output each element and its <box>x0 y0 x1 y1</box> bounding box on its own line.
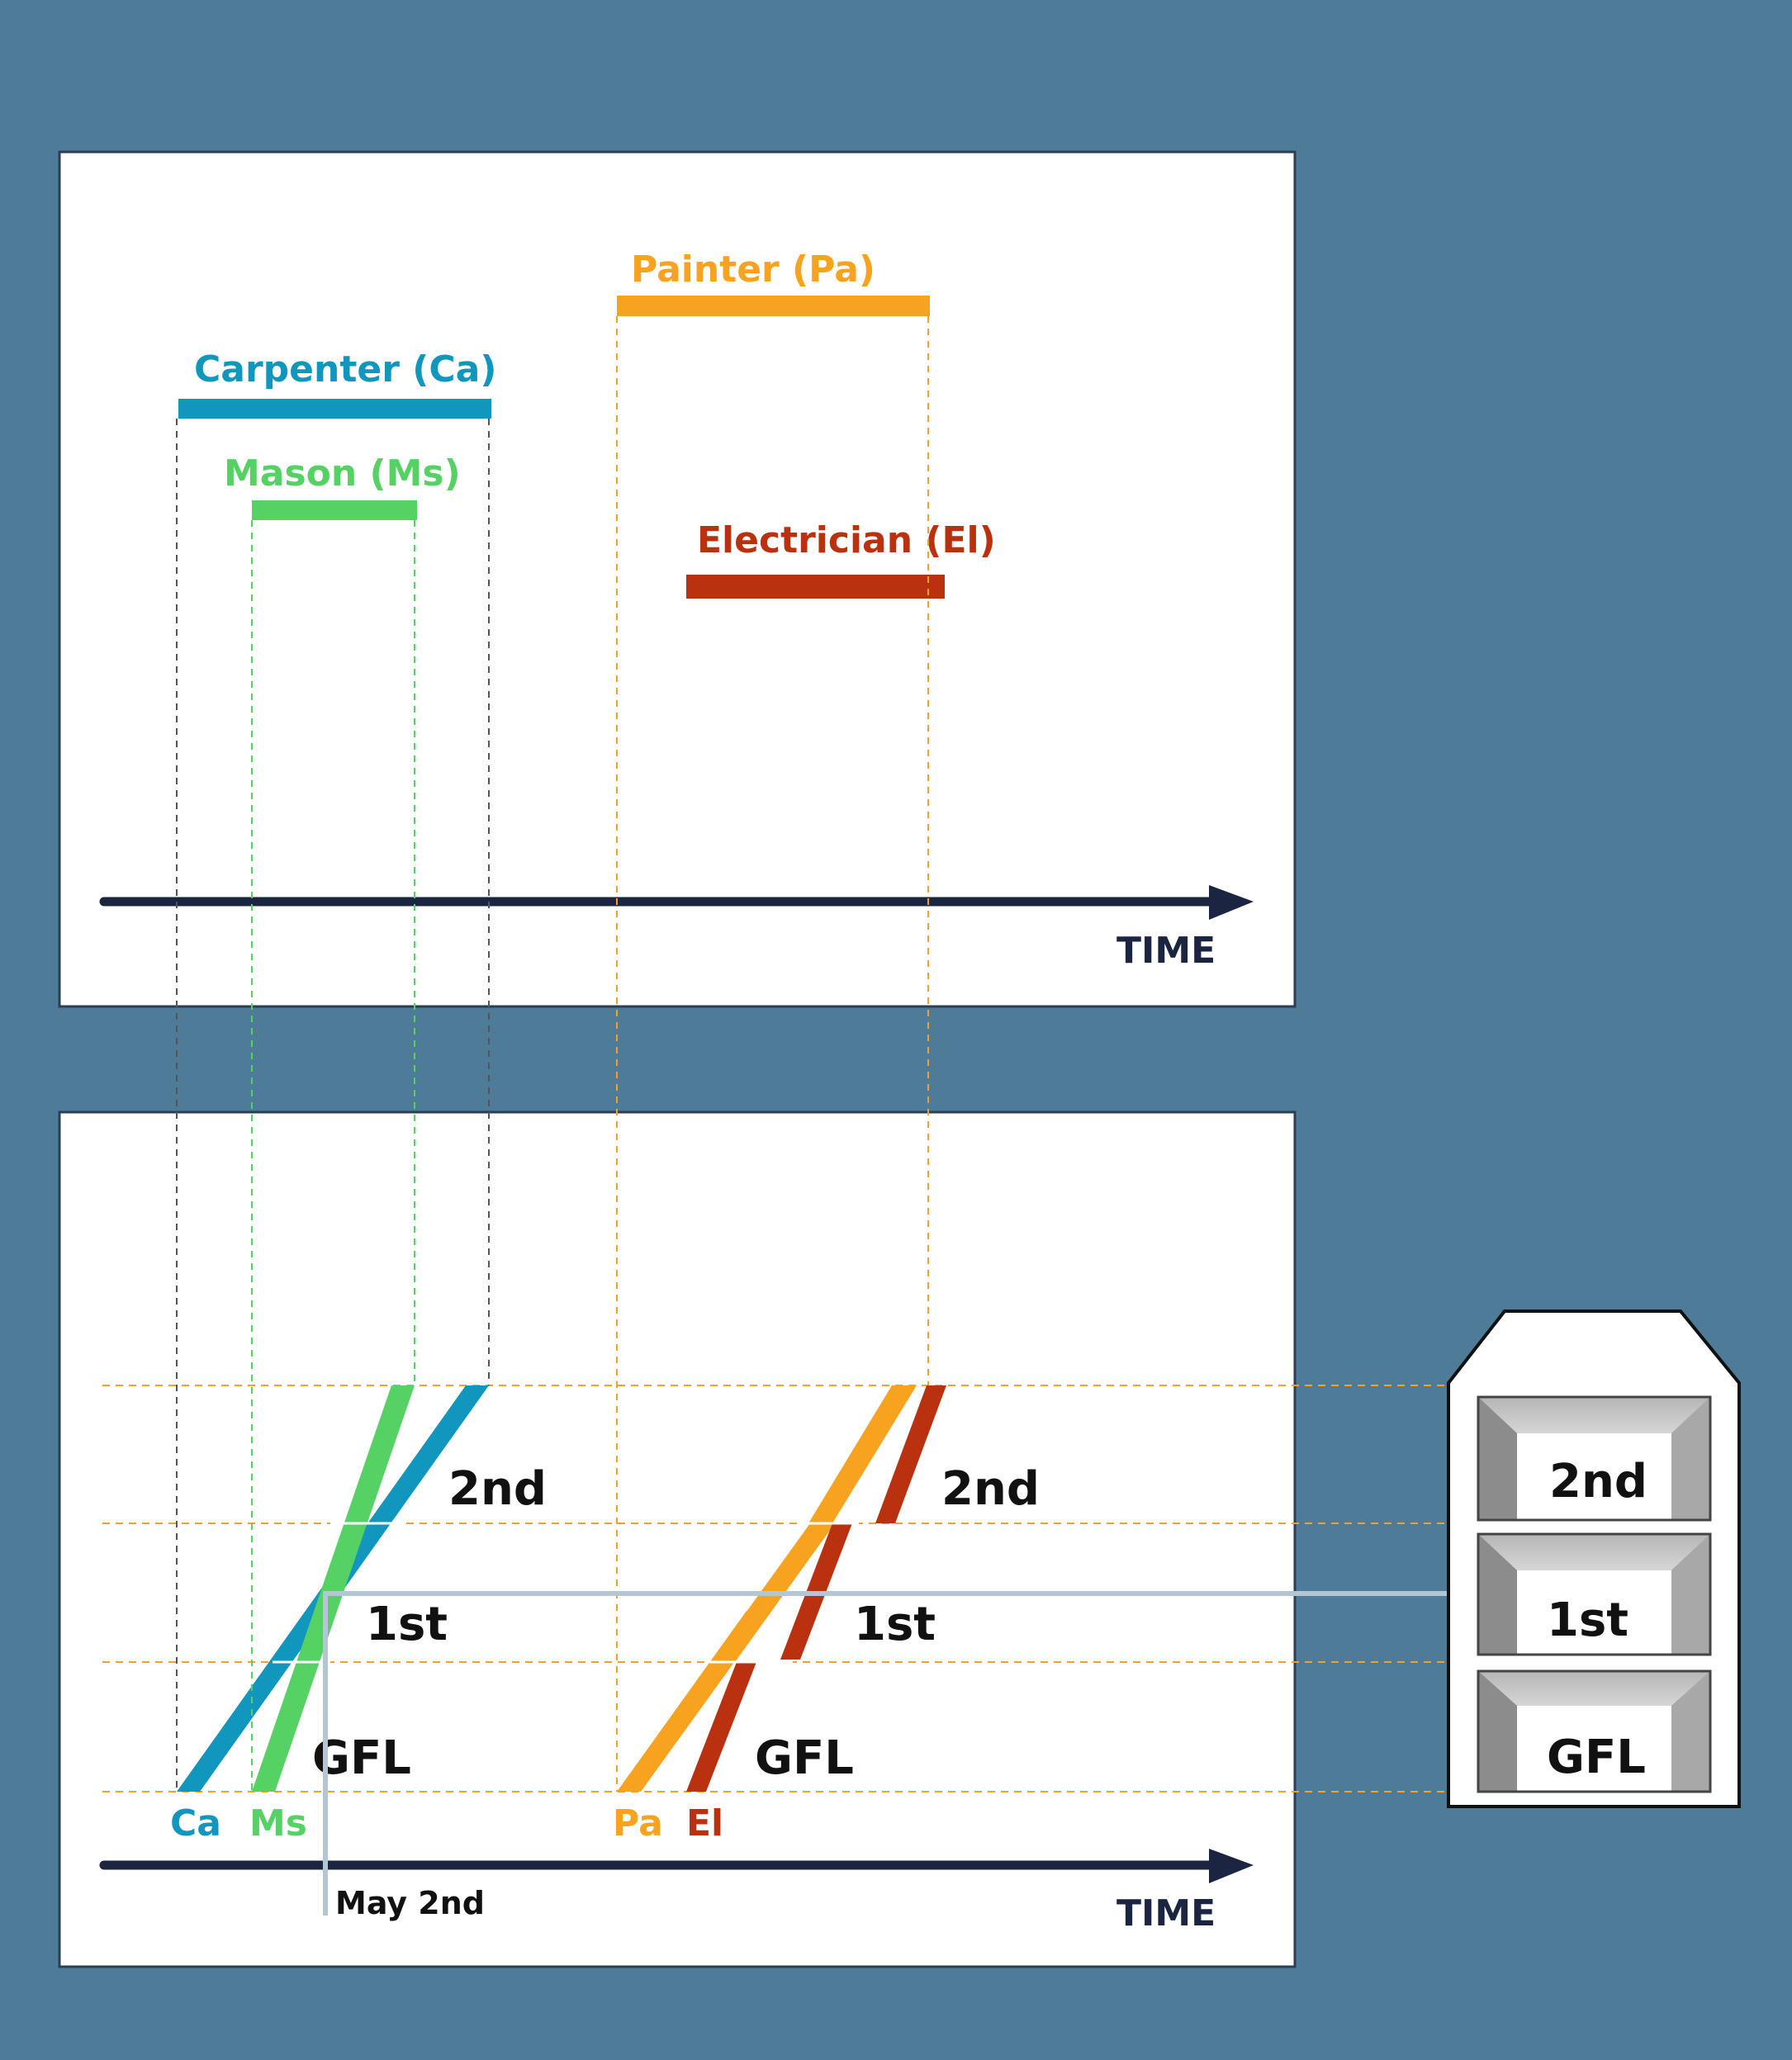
carpenter-abbrev: Ca <box>170 1802 221 1845</box>
gantt-panel: Carpenter (Ca) Mason (Ms) Painter (Pa) E… <box>58 150 1297 1008</box>
gantt-axis-arrowhead <box>1209 885 1254 920</box>
lob-axis-arrowhead <box>1209 1849 1254 1883</box>
painter-segment-2nd <box>808 1385 917 1523</box>
painter-label: Painter (Pa) <box>631 249 875 291</box>
building-icon: 2nd 1st GFL <box>1447 1309 1741 1808</box>
floor-boundary-gaps <box>273 1522 859 1664</box>
electrician-label: Electrician (El) <box>697 519 996 561</box>
mason-bar <box>252 500 417 520</box>
building-floor-label-1st: 1st <box>1547 1594 1628 1647</box>
lob-panel-frame <box>58 1111 1297 1968</box>
floor-label-2nd-left: 2nd <box>448 1462 547 1516</box>
floor-label-2nd-right: 2nd <box>941 1462 1040 1516</box>
electrician-bar <box>686 575 945 599</box>
painter-bar <box>617 296 930 316</box>
mason-label: Mason (Ms) <box>224 452 461 495</box>
floor-label-gfl-left: GFL <box>312 1731 411 1785</box>
building-floor-2nd: 2nd <box>1477 1395 1712 1522</box>
building-floor-gfl: GFL <box>1477 1669 1712 1793</box>
lob-axis-label: TIME <box>1116 1892 1216 1935</box>
painter-abbrev: Pa <box>613 1802 663 1845</box>
date-marker-label: May 2nd <box>335 1885 485 1921</box>
projection-guides <box>176 316 929 1792</box>
date-marker: May 2nd <box>323 1591 1544 1921</box>
line-of-balance-panel: GFL 1st 2nd GFL 1st 2nd Ca Ms Pa El TIME <box>58 1111 1449 1968</box>
electrician-abbrev: El <box>686 1802 723 1845</box>
gantt-panel-frame <box>58 150 1297 1008</box>
floor-label-gfl-right: GFL <box>755 1731 854 1785</box>
carpenter-bar <box>178 399 491 419</box>
floor-label-1st-right: 1st <box>854 1598 936 1651</box>
electrician-segment-2nd <box>875 1385 946 1523</box>
floor-label-1st-left: 1st <box>366 1598 448 1651</box>
electrician-segment-gfl <box>686 1662 756 1792</box>
building-floor-label-gfl: GFL <box>1547 1731 1646 1784</box>
mason-abbrev: Ms <box>249 1802 307 1845</box>
mason-line <box>252 1385 415 1792</box>
building-floor-label-2nd: 2nd <box>1549 1455 1647 1508</box>
date-marker-line <box>323 1591 1544 1916</box>
building-floor-1st: 1st <box>1477 1532 1712 1656</box>
gantt-axis-label: TIME <box>1116 930 1216 972</box>
carpenter-label: Carpenter (Ca) <box>194 348 496 391</box>
